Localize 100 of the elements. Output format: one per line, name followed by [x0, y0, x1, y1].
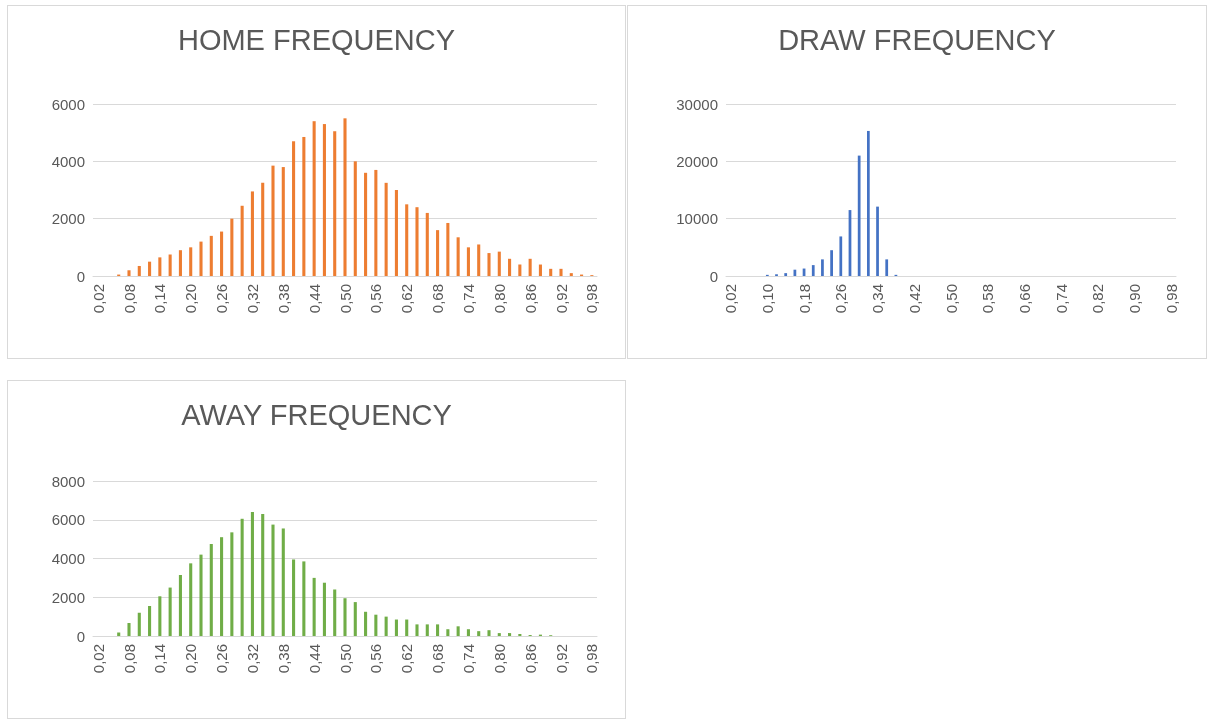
x-tick-label: 0,38: [274, 644, 292, 674]
bar: [436, 624, 440, 636]
bar: [487, 253, 491, 276]
bar: [456, 237, 460, 276]
bar: [312, 121, 316, 276]
bar: [343, 118, 347, 276]
x-tick-label: 0,50: [942, 284, 960, 314]
bar: [189, 563, 193, 636]
bar: [866, 130, 870, 276]
x-tick-label: 0,10: [758, 284, 776, 314]
y-tick-label: 2000: [51, 210, 85, 228]
bar: [538, 264, 542, 276]
bar: [394, 619, 398, 636]
x-tick-label: 0,34: [869, 284, 887, 314]
bar: [312, 577, 316, 636]
x-tick-label: 0,82: [1089, 284, 1107, 314]
bar: [425, 624, 429, 636]
bar: [477, 244, 481, 276]
bar: [549, 268, 553, 276]
bar: [178, 574, 182, 636]
bar: [302, 561, 306, 636]
x-tick-label: 0,98: [1162, 284, 1180, 314]
x-tick-label: 0,74: [459, 644, 477, 674]
bar: [168, 587, 172, 636]
bar: [569, 273, 573, 276]
x-tick-label: 0,26: [213, 284, 231, 314]
bar: [271, 524, 275, 636]
bar: [189, 247, 193, 276]
bar: [322, 582, 326, 636]
bar: [405, 204, 409, 276]
bar: [240, 518, 244, 636]
bar: [384, 616, 388, 636]
x-tick-label: 0,26: [213, 644, 231, 674]
bar: [230, 532, 234, 636]
x-tick-label: 0,62: [398, 284, 416, 314]
bar: [830, 250, 833, 276]
bar: [528, 258, 532, 276]
x-tick-label: 0,98: [583, 284, 601, 314]
x-tick-label: 0,20: [182, 284, 200, 314]
bar: [374, 614, 378, 636]
x-tick-label: 0,08: [120, 644, 138, 674]
bar: [405, 619, 409, 636]
x-tick-label: 0,32: [243, 644, 261, 674]
x-tick-label: 0,38: [274, 284, 292, 314]
bar: [425, 212, 429, 276]
x-tick-label: 0,42: [905, 284, 923, 314]
x-tick-label: 0,92: [552, 644, 570, 674]
bar: [281, 528, 285, 636]
bar: [333, 131, 337, 276]
bar: [137, 265, 141, 276]
bar: [127, 623, 131, 636]
bar: [250, 512, 254, 636]
bar: [384, 182, 388, 276]
bar: [343, 598, 347, 636]
bar: [302, 136, 306, 276]
x-tick-label: 0,50: [336, 284, 354, 314]
bar: [353, 161, 357, 276]
chart-title: AWAY FREQUENCY: [181, 398, 452, 431]
y-tick-label: 6000: [51, 95, 85, 113]
bar: [394, 190, 398, 276]
bar: [199, 554, 203, 636]
x-tick-label: 0,18: [795, 284, 813, 314]
bar: [497, 633, 501, 636]
x-tick-label: 0,58: [979, 284, 997, 314]
x-tick-label: 0,02: [89, 284, 107, 314]
x-tick-label: 0,74: [459, 284, 477, 314]
y-tick-label: 4000: [51, 550, 85, 567]
bar: [281, 167, 285, 276]
bar: [487, 630, 491, 636]
bar: [839, 236, 843, 276]
x-tick-label: 0,68: [429, 284, 447, 314]
y-tick-label: 10000: [676, 210, 718, 228]
bar: [508, 258, 512, 276]
bar: [374, 169, 378, 276]
bar: [292, 141, 296, 276]
bar: [518, 264, 522, 276]
bar: [148, 261, 152, 276]
x-tick-label: 0,44: [305, 284, 323, 314]
bar: [784, 273, 788, 276]
bar: [466, 629, 470, 636]
x-tick-label: 0,80: [490, 284, 508, 314]
bar: [240, 205, 244, 276]
bar: [158, 596, 162, 636]
x-tick-label: 0,08: [120, 284, 138, 314]
bar: [446, 629, 450, 636]
bar: [353, 602, 357, 636]
bar: [137, 612, 141, 636]
bar: [857, 155, 861, 276]
bar: [559, 268, 563, 276]
bar: [209, 235, 213, 276]
x-tick-label: 0,44: [305, 644, 323, 674]
bar: [876, 206, 879, 276]
bar: [209, 543, 213, 636]
bar: [168, 254, 172, 276]
x-tick-label: 0,62: [398, 644, 416, 674]
x-tick-label: 0,26: [832, 284, 850, 314]
x-tick-label: 0,14: [151, 284, 169, 314]
x-tick-label: 0,56: [367, 644, 385, 674]
bar: [885, 259, 889, 276]
x-tick-label: 0,74: [1052, 284, 1070, 314]
